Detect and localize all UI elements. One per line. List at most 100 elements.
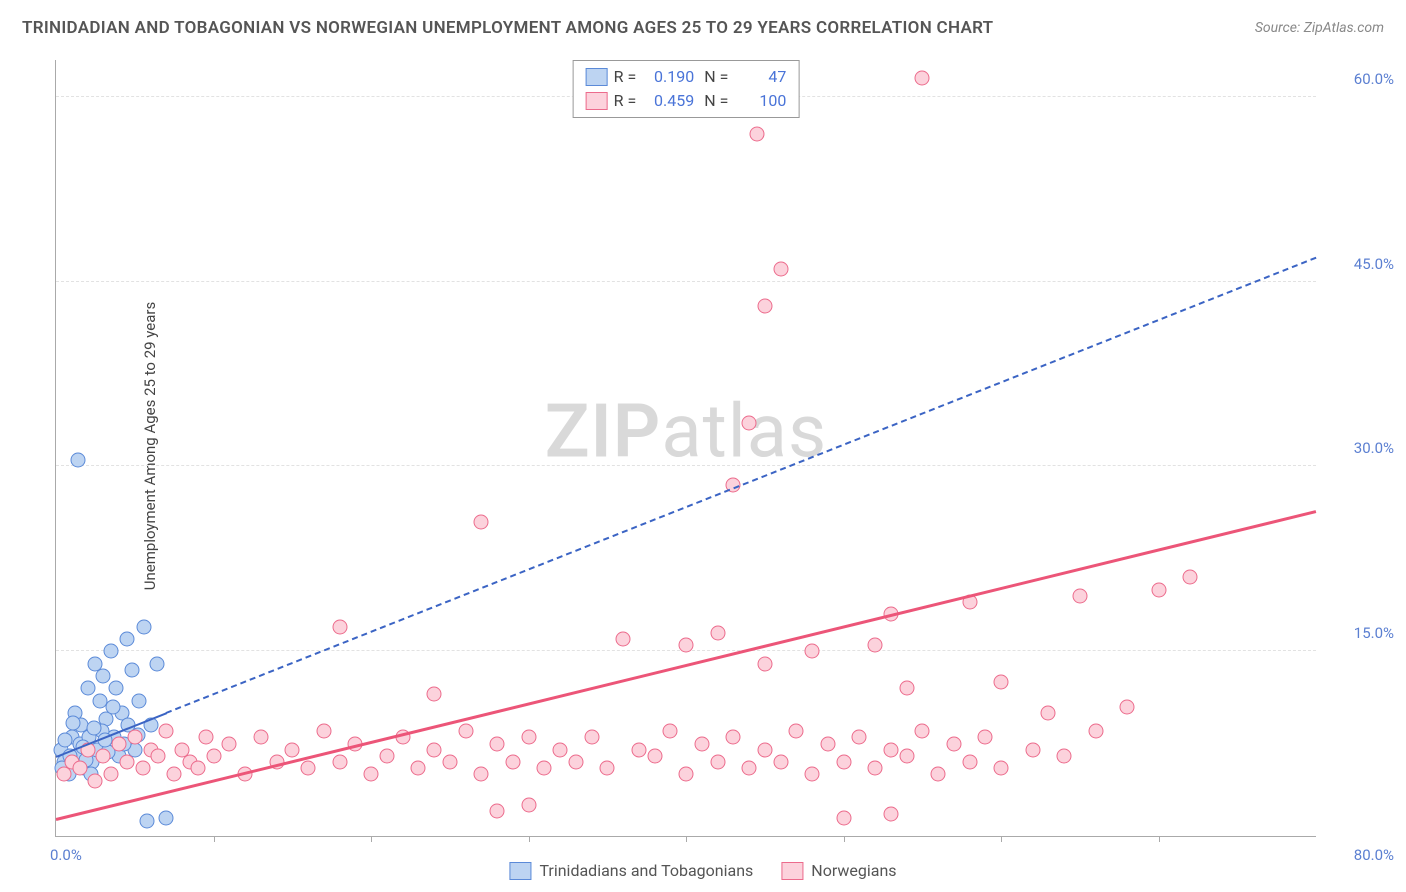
data-point-no (1041, 705, 1056, 720)
data-point-tt (159, 810, 174, 825)
data-point-no (820, 736, 835, 751)
data-point-no (112, 736, 127, 751)
data-point-no (1151, 582, 1166, 597)
correlation-legend: R =0.190 N =47 R =0.459 N =100 (573, 60, 800, 118)
ytick-label: 30.0% (1324, 439, 1394, 457)
xtick-mark (214, 836, 215, 842)
xtick-mark (686, 836, 687, 842)
data-point-no (332, 619, 347, 634)
source-label: Source: ZipAtlas.com (1255, 20, 1384, 36)
data-point-no (1072, 588, 1087, 603)
data-point-no (647, 748, 662, 763)
data-point-no (88, 773, 103, 788)
data-point-no (710, 625, 725, 640)
ytick-label: 60.0% (1324, 70, 1394, 88)
data-point-no (600, 761, 615, 776)
chart-title: TRINIDADIAN AND TOBAGONIAN VS NORWEGIAN … (22, 18, 993, 38)
data-point-no (537, 761, 552, 776)
data-point-no (222, 736, 237, 751)
data-point-no (167, 767, 182, 782)
ytick-label: 45.0% (1324, 255, 1394, 273)
data-point-no (411, 761, 426, 776)
data-point-no (679, 767, 694, 782)
data-point-no (96, 748, 111, 763)
data-point-no (206, 748, 221, 763)
data-point-no (742, 761, 757, 776)
data-point-no (805, 767, 820, 782)
data-point-no (962, 755, 977, 770)
xtick-mark (529, 836, 530, 842)
data-point-no (757, 742, 772, 757)
data-point-no (694, 736, 709, 751)
watermark: ZIPatlas (545, 389, 827, 476)
data-point-no (616, 631, 631, 646)
data-point-no (190, 761, 205, 776)
xtick-max: 80.0% (1324, 846, 1394, 864)
gridline (56, 281, 1316, 282)
data-point-no (505, 755, 520, 770)
data-point-tt (132, 693, 147, 708)
data-point-no (521, 798, 536, 813)
data-point-tt (137, 619, 152, 634)
n-value-tt: 47 (734, 65, 786, 89)
legend-item-tt: Trinidadians and Tobagonians (509, 861, 753, 880)
data-point-no (584, 730, 599, 745)
data-point-no (883, 806, 898, 821)
data-point-no (868, 761, 883, 776)
data-point-tt (105, 699, 120, 714)
legend-label-tt: Trinidadians and Tobagonians (539, 861, 753, 880)
data-point-no (742, 416, 757, 431)
data-point-no (749, 126, 764, 141)
data-point-no (490, 736, 505, 751)
data-point-no (1183, 570, 1198, 585)
data-point-no (773, 755, 788, 770)
xtick-mark (844, 836, 845, 842)
data-point-no (994, 675, 1009, 690)
data-point-no (119, 755, 134, 770)
data-point-no (458, 724, 473, 739)
data-point-tt (104, 644, 119, 659)
data-point-tt (140, 814, 155, 829)
data-point-no (490, 804, 505, 819)
data-point-no (978, 730, 993, 745)
data-point-no (1057, 748, 1072, 763)
data-point-tt (58, 732, 73, 747)
data-point-no (883, 742, 898, 757)
scatter-plot: ZIPatlas R =0.190 N =47 R =0.459 N =100 … (55, 60, 1316, 837)
xtick-mark (371, 836, 372, 842)
data-point-no (773, 262, 788, 277)
data-point-tt (149, 656, 164, 671)
data-point-tt (124, 662, 139, 677)
data-point-tt (108, 681, 123, 696)
swatch-tt (586, 68, 608, 86)
data-point-no (915, 71, 930, 86)
data-point-no (915, 724, 930, 739)
ytick-label: 15.0% (1324, 624, 1394, 642)
data-point-no (836, 810, 851, 825)
data-point-no (474, 514, 489, 529)
data-point-no (899, 748, 914, 763)
data-point-no (852, 730, 867, 745)
data-point-no (568, 755, 583, 770)
r-value-no: 0.459 (642, 89, 694, 113)
data-point-no (931, 767, 946, 782)
legend-row-no: R =0.459 N =100 (586, 89, 787, 113)
data-point-no (789, 724, 804, 739)
data-point-no (1120, 699, 1135, 714)
swatch-no (586, 92, 608, 110)
data-point-no (104, 767, 119, 782)
data-point-no (679, 638, 694, 653)
data-point-no (159, 724, 174, 739)
xtick-origin: 0.0% (50, 846, 82, 864)
data-point-no (427, 742, 442, 757)
xtick-mark (1001, 836, 1002, 842)
data-point-no (253, 730, 268, 745)
data-point-no (135, 761, 150, 776)
data-point-no (285, 742, 300, 757)
data-point-no (332, 755, 347, 770)
swatch-tt-icon (509, 862, 531, 880)
data-point-no (631, 742, 646, 757)
data-point-no (127, 730, 142, 745)
data-point-no (474, 767, 489, 782)
data-point-no (151, 748, 166, 763)
